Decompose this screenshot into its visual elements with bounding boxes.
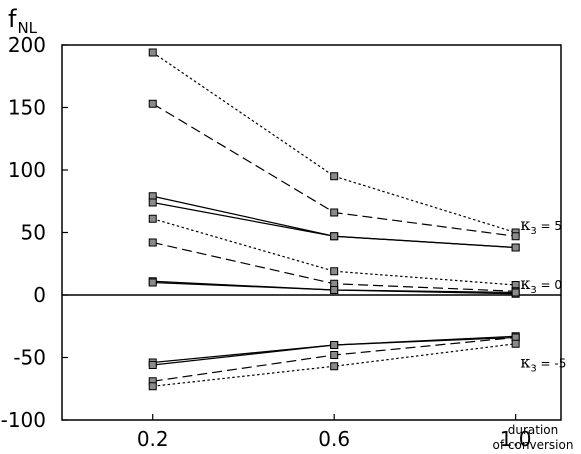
data-point (511, 232, 520, 241)
x-axis-label-line2: of conversion (493, 438, 574, 452)
series-4 (148, 198, 520, 252)
data-point (511, 288, 520, 297)
y-axis-label: fNL (8, 5, 38, 37)
data-point (330, 232, 339, 241)
data-point (330, 267, 339, 276)
data-point (511, 339, 520, 348)
data-point (148, 382, 157, 391)
kappa-annotation: κ3 = 5 (520, 215, 562, 237)
y-tick-label: 50 (21, 221, 46, 245)
y-tick-label: -100 (1, 408, 46, 432)
data-point (330, 362, 339, 371)
x-tick-label: 0.2 (137, 427, 169, 451)
data-point (148, 99, 157, 108)
kappa-annotation: κ3 = -5 (520, 353, 566, 375)
data-point (330, 172, 339, 181)
x-tick-label: 1.0 (500, 427, 532, 451)
data-point (148, 361, 157, 369)
x-axis-ticks: 0.2 0.6 1.0 (137, 414, 532, 451)
data-point (511, 243, 520, 252)
data-point (330, 286, 339, 294)
data-point (330, 208, 339, 217)
series-line (152, 218, 516, 286)
data-point (330, 351, 339, 359)
y-tick-label: 0 (33, 283, 46, 307)
series-2 (148, 99, 520, 241)
series-layer (148, 48, 520, 391)
annotations: κ3 = 5 κ3 = 0 κ3 = -5 (520, 215, 566, 375)
data-point (148, 278, 157, 287)
y-tick-label: 150 (8, 96, 46, 120)
data-point (148, 198, 157, 207)
data-point (330, 341, 339, 349)
kappa-annotation: κ3 = 0 (520, 274, 562, 296)
y-tick-label: 200 (8, 33, 46, 57)
y-tick-label: 100 (8, 158, 46, 182)
series-8 (148, 278, 520, 297)
y-tick-label: -50 (13, 346, 46, 370)
series-3 (148, 192, 520, 252)
data-point (148, 48, 157, 57)
series-5 (148, 214, 520, 289)
series-line (152, 52, 516, 234)
series-11 (148, 333, 520, 386)
series-9 (148, 332, 520, 367)
x-tick-label: 0.6 (318, 427, 350, 451)
data-point (148, 238, 157, 247)
series-12 (148, 339, 520, 391)
data-point (148, 214, 157, 223)
x-axis-label-line1: duration (508, 423, 559, 437)
series-line (152, 343, 516, 387)
y-axis-ticks: -100 -50 0 50 100 150 200 (1, 33, 68, 432)
